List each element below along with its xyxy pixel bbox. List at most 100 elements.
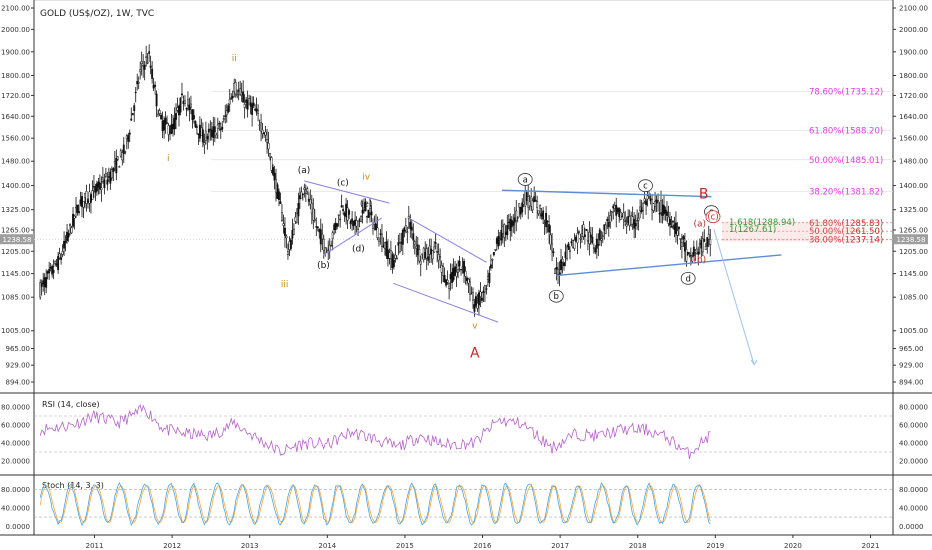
candle-body	[425, 248, 428, 259]
candle-body	[651, 199, 654, 211]
candle-body	[140, 61, 143, 65]
candle-body	[637, 217, 640, 221]
wave-label-minor: (a)	[298, 166, 311, 176]
candle-body	[610, 211, 613, 214]
candle-body	[680, 242, 683, 247]
candle-body	[158, 110, 161, 114]
candle-body	[334, 222, 337, 230]
candle-body	[378, 237, 380, 242]
candle-body	[482, 290, 485, 293]
candle-body	[372, 223, 374, 229]
candle-body	[515, 210, 518, 221]
time-tick-label: 2016	[474, 542, 492, 550]
candle-body	[501, 226, 504, 234]
candle-body	[246, 99, 249, 110]
candle-body	[572, 240, 574, 248]
wave-label-circled: b	[554, 292, 559, 302]
candle-body	[245, 99, 248, 103]
last-price-badge-right	[894, 234, 928, 245]
candle-body	[583, 234, 586, 237]
candle-body	[551, 243, 554, 252]
candle-body	[416, 244, 419, 256]
candle-body	[206, 136, 209, 140]
candle-body	[172, 123, 174, 129]
candle-body	[594, 248, 597, 253]
candle-body	[531, 200, 534, 211]
wave-label-circled: a	[523, 175, 528, 185]
price-tick-label-left: 1400.00	[1, 182, 30, 190]
candle-body	[198, 124, 201, 139]
time-tick-label: 2017	[551, 542, 569, 550]
fib-level-label: 50.00%(1261.50)	[809, 227, 883, 237]
price-tick-label-right: 1480.00	[899, 158, 928, 166]
candle-body	[61, 251, 64, 255]
price-tick-label-right: 965.00	[899, 345, 924, 353]
candle-body	[173, 117, 176, 130]
candle-body	[382, 244, 385, 248]
candle-body	[339, 218, 342, 221]
rsi-tick-right: 80.0000	[899, 404, 928, 412]
candle-body	[315, 226, 318, 228]
candle-body	[66, 231, 69, 241]
candle-body	[133, 105, 136, 111]
price-tick-label-right: 1085.00	[899, 294, 928, 302]
candle-body	[386, 249, 389, 260]
candle-body	[309, 199, 312, 205]
candle-body	[184, 100, 186, 104]
candle-body	[475, 296, 477, 306]
candle-body	[222, 118, 225, 120]
candle-body	[204, 130, 207, 141]
candle-body	[131, 113, 134, 116]
candle-body	[191, 109, 194, 120]
candle-body	[510, 219, 513, 228]
candle-body	[376, 227, 379, 239]
candle-body	[164, 117, 167, 125]
candle-body	[466, 277, 468, 282]
candle-body	[237, 90, 240, 92]
candle-body	[663, 205, 665, 215]
candle-body	[119, 150, 122, 157]
candle-body	[607, 222, 610, 228]
candle-body	[618, 207, 621, 218]
candle-body	[313, 218, 316, 221]
candle-body	[424, 252, 427, 259]
candle-body	[113, 161, 116, 164]
candle-body	[230, 97, 233, 99]
candle-body	[500, 229, 503, 241]
candle-body	[643, 198, 646, 202]
candle-body	[400, 241, 403, 244]
candle-body	[700, 240, 703, 249]
candle-body	[580, 233, 583, 237]
candle-body	[127, 135, 130, 142]
candle-body	[210, 129, 213, 137]
candle-body	[540, 213, 543, 217]
candle-body	[369, 208, 371, 213]
price-tick-label-left: 1900.00	[1, 48, 30, 56]
candle-body	[452, 268, 455, 281]
price-tick-label-right: 1145.00	[899, 270, 928, 278]
candle-body	[397, 242, 400, 246]
candle-body	[340, 205, 343, 208]
candle-body	[434, 242, 437, 244]
candle-body	[642, 203, 645, 211]
candle-body	[91, 190, 94, 200]
price-tick-label-right: 894.00	[899, 379, 924, 387]
candle-body	[249, 102, 252, 107]
candle-body	[671, 221, 674, 223]
candle-body	[467, 278, 470, 284]
candle-body	[567, 243, 570, 250]
price-tick-label-left: 1205.00	[1, 248, 30, 256]
candle-body	[154, 85, 157, 87]
candle-body	[87, 200, 89, 203]
candle-body	[392, 259, 395, 267]
candle-body	[385, 241, 388, 257]
candle-body	[151, 68, 154, 79]
chart-frame	[0, 0, 932, 536]
candle-body	[197, 133, 200, 136]
wave-label-circle	[548, 289, 564, 303]
fib-level-label: 50.00%(1485.01)	[809, 156, 883, 166]
candle-body	[615, 204, 618, 216]
wave-label-circle	[705, 210, 721, 224]
candle-body	[379, 233, 382, 235]
